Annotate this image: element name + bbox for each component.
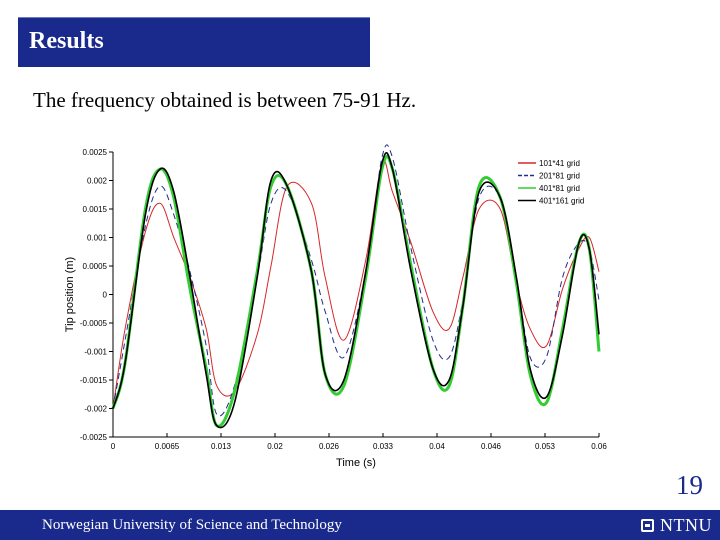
y-tick-label: 0.0025 — [83, 148, 108, 157]
ntnu-logo-icon — [641, 519, 654, 532]
chart-legend: 101*41 grid 201*81 grid 401*81 grid 401*161… — [514, 157, 600, 215]
x-tick-label: 0.026 — [319, 442, 340, 451]
series-line-2 — [112, 144, 600, 417]
y-tick-label: -0.0025 — [80, 433, 108, 442]
y-tick-label: 0.001 — [87, 234, 108, 243]
series-line-4 — [112, 152, 600, 429]
x-tick-label: 0.033 — [373, 442, 394, 451]
y-tick-label: -0.002 — [84, 405, 107, 414]
x-tick-label: 0.04 — [429, 442, 445, 451]
ntnu-logo: NTNU — [641, 515, 712, 536]
y-tick-label: 0.002 — [87, 177, 108, 186]
legend-label: 201*81 grid — [539, 172, 580, 181]
legend-label: 401*81 grid — [539, 184, 580, 193]
series-lines — [111, 144, 601, 429]
y-tick-label: 0 — [103, 291, 108, 300]
x-tick-label: 0.046 — [481, 442, 502, 451]
x-axis-label: Time (s) — [336, 457, 376, 469]
y-tick-label: 0.0015 — [83, 205, 108, 214]
y-tick-label: -0.0015 — [80, 376, 108, 385]
footer-university-name: Norwegian University of Science and Tech… — [42, 517, 342, 533]
x-tick-label: 0.02 — [267, 442, 283, 451]
x-tick-label: 0 — [111, 442, 116, 451]
y-tick-label: -0.001 — [84, 348, 107, 357]
y-tick-label: 0.0005 — [83, 262, 108, 271]
ntnu-logo-text: NTNU — [660, 515, 712, 535]
page-number: 19 — [676, 470, 703, 500]
x-tick-label: 0.06 — [591, 442, 607, 451]
x-tick-label: 0.0065 — [155, 442, 180, 451]
legend-label: 101*41 grid — [539, 159, 580, 168]
slide-title-bar: Results — [18, 17, 370, 67]
x-tick-label: 0.053 — [535, 442, 556, 451]
slide-title: Results — [29, 28, 104, 54]
tip-position-chart: 0.0025 0.002 0.0015 0.001 0.0005 0 -0.0005 -0.0… — [62, 142, 610, 472]
legend-box — [514, 157, 600, 215]
x-ticks: 0 0.0065 0.013 0.02 0.026 0.033 0.04 0.046 0.053… — [111, 433, 607, 451]
y-axis-label: Tip position (m) — [64, 257, 76, 332]
series-line-3 — [111, 154, 601, 428]
chart-svg: 0.0025 0.002 0.0015 0.001 0.0005 0 -0.0005 -0.0… — [62, 142, 610, 472]
x-tick-label: 0.013 — [211, 442, 232, 451]
footer-bar: Norwegian University of Science and Tech… — [0, 510, 720, 540]
y-ticks: 0.0025 0.002 0.0015 0.001 0.0005 0 -0.0005 -0.0… — [80, 148, 113, 442]
y-tick-label: -0.0005 — [80, 319, 108, 328]
legend-label: 401*161 grid — [539, 197, 584, 206]
slide-subtitle: The frequency obtained is between 75-91 … — [33, 88, 417, 112]
